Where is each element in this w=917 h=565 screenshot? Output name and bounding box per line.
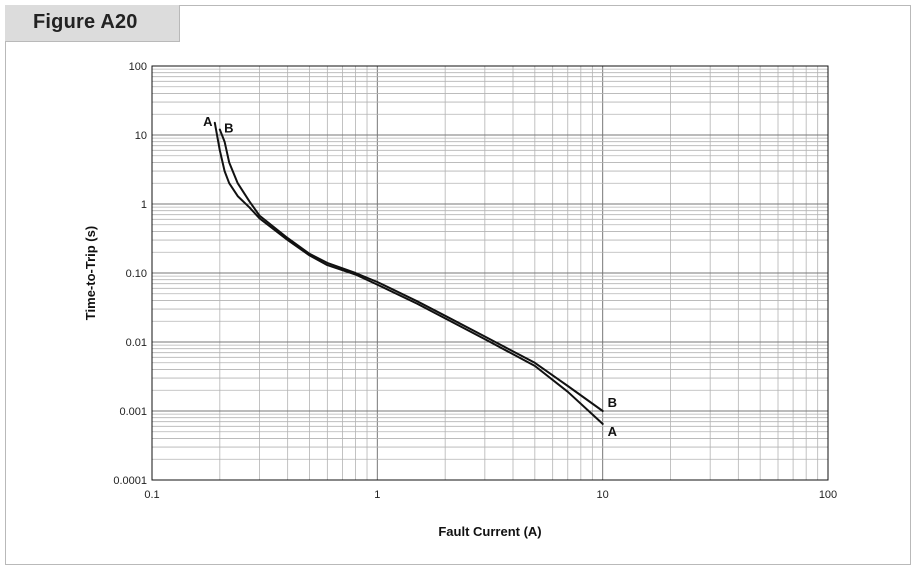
x-tick-label: 1 bbox=[374, 489, 380, 501]
series-line-b bbox=[218, 128, 604, 412]
curve-label-a-top: A bbox=[203, 114, 213, 129]
x-axis-label: Fault Current (A) bbox=[438, 524, 541, 539]
series-lines bbox=[213, 121, 604, 425]
y-axis-label: Time-to-Trip (s) bbox=[83, 226, 98, 320]
y-tick-label: 10 bbox=[135, 130, 147, 142]
y-tick-label: 0.0001 bbox=[113, 475, 147, 487]
y-tick-labels: 0.0001 0.001 0.01 0.10 1 10 100 bbox=[113, 61, 147, 487]
figure-label: Figure A20 bbox=[33, 11, 138, 33]
y-tick-label: 0.01 bbox=[126, 337, 147, 349]
y-tick-label: 0.001 bbox=[119, 406, 147, 418]
y-tick-label: 0.10 bbox=[126, 268, 147, 280]
curve-label-b-top: B bbox=[224, 121, 233, 136]
curve-label-a-bottom: A bbox=[608, 424, 618, 439]
figure-label-tab: Figure A20 bbox=[5, 5, 180, 42]
x-tick-label: 10 bbox=[597, 489, 609, 501]
y-tick-label: 100 bbox=[129, 61, 147, 73]
plot-border bbox=[151, 65, 829, 481]
x-tick-label: 100 bbox=[819, 489, 837, 501]
x-tick-labels: 0.1 1 10 100 bbox=[144, 489, 837, 501]
y-tick-label: 1 bbox=[141, 199, 147, 211]
grid-lines bbox=[151, 66, 828, 481]
x-tick-label: 0.1 bbox=[144, 489, 159, 501]
series-line-a bbox=[213, 121, 604, 425]
curve-label-b-bottom: B bbox=[608, 395, 617, 410]
